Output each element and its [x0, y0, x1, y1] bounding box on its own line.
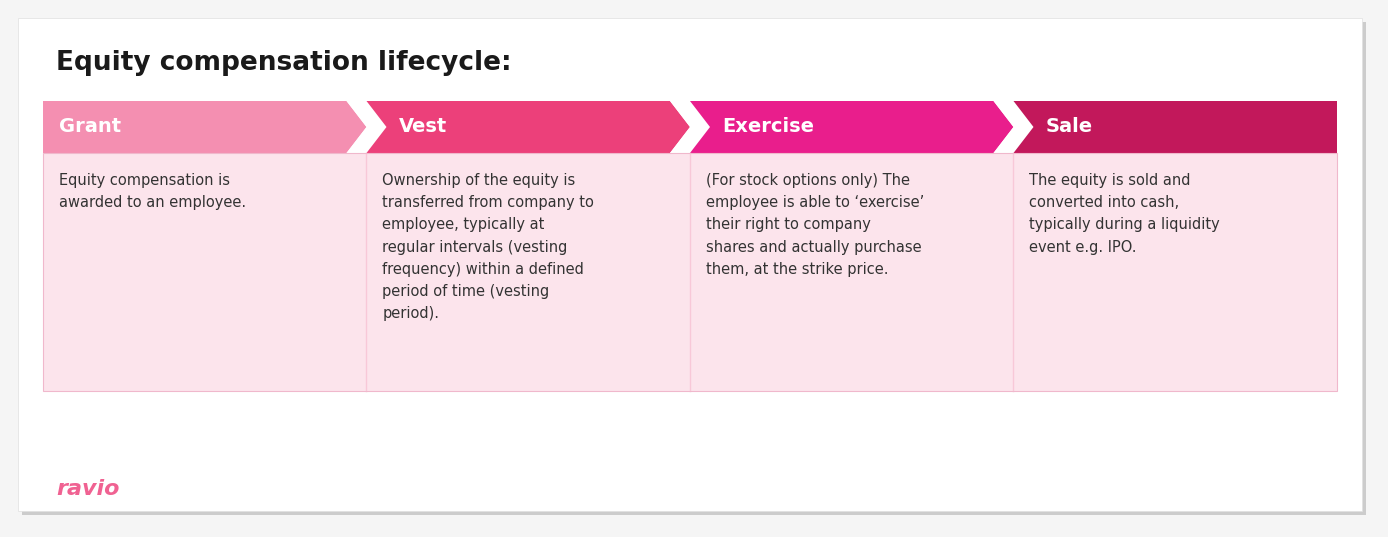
- Text: Grant: Grant: [60, 118, 121, 136]
- Text: (For stock options only) The
employee is able to ‘exercise’
their right to compa: (For stock options only) The employee is…: [706, 173, 924, 277]
- Polygon shape: [347, 101, 369, 153]
- FancyBboxPatch shape: [22, 22, 1366, 515]
- Polygon shape: [670, 101, 693, 153]
- Polygon shape: [43, 101, 366, 153]
- Text: Ownership of the equity is
transferred from company to
employee, typically at
re: Ownership of the equity is transferred f…: [383, 173, 594, 321]
- Polygon shape: [366, 101, 690, 153]
- Text: Sale: Sale: [1045, 118, 1092, 136]
- Text: Equity compensation is
awarded to an employee.: Equity compensation is awarded to an emp…: [60, 173, 246, 210]
- Polygon shape: [994, 101, 1016, 153]
- Text: Exercise: Exercise: [722, 118, 813, 136]
- Text: The equity is sold and
converted into cash,
typically during a liquidity
event e: The equity is sold and converted into ca…: [1030, 173, 1220, 255]
- Text: ravio: ravio: [56, 479, 119, 499]
- Polygon shape: [690, 101, 1013, 153]
- Text: Vest: Vest: [398, 118, 447, 136]
- Polygon shape: [1013, 101, 1337, 153]
- Text: Equity compensation lifecycle:: Equity compensation lifecycle:: [56, 50, 512, 76]
- FancyBboxPatch shape: [18, 18, 1362, 511]
- FancyBboxPatch shape: [43, 153, 1337, 391]
